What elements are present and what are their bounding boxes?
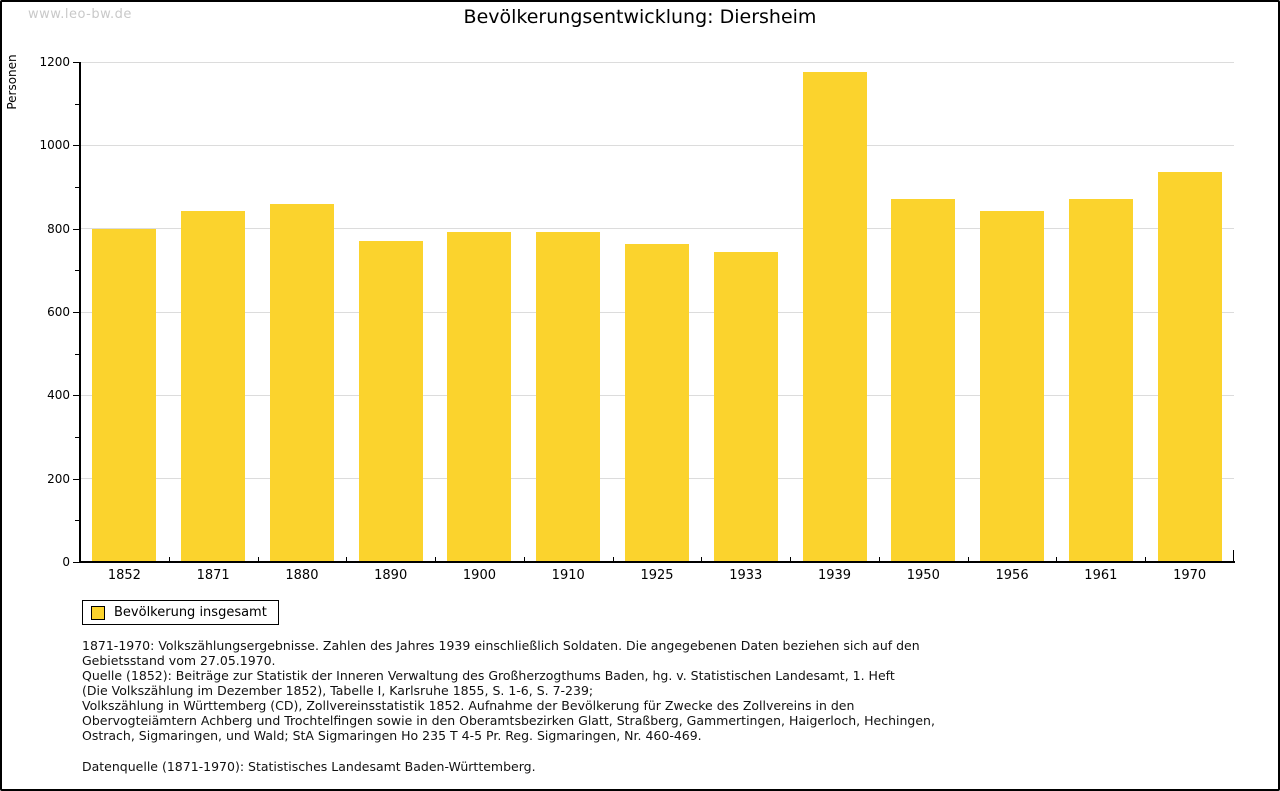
y-major-tick-800 (73, 228, 80, 230)
x-tick-label-1871: 1871 (196, 568, 230, 583)
x-boundary-tick-1 (168, 557, 170, 562)
x-tick-label-1939: 1939 (817, 568, 852, 583)
legend-swatch-icon (91, 605, 105, 620)
bar-1970 (1157, 172, 1222, 562)
x-boundary-tick-11 (1056, 557, 1058, 562)
x-axis-line (79, 561, 1235, 563)
y-major-tick-0 (73, 562, 80, 563)
bar-1925 (625, 244, 689, 562)
x-tick-label-1970: 1970 (1173, 568, 1207, 583)
gridline-1200 (80, 61, 1234, 63)
y-minor-tick-900 (75, 187, 80, 188)
x-boundary-tick-5 (523, 557, 525, 562)
legend-box: Bevölkerung insgesamt (82, 600, 279, 625)
watermark-text: www.leo-bw.de (28, 7, 132, 22)
y-minor-tick-300 (75, 437, 80, 438)
y-axis-line (79, 62, 81, 563)
gridline-1000 (80, 144, 1234, 146)
x-tick-label-1956: 1956 (995, 568, 1029, 583)
x-tick-label-1910: 1910 (551, 568, 585, 583)
legend-label: Bevölkerung insgesamt (114, 605, 267, 620)
y-major-tick-600 (73, 312, 80, 313)
x-tick-label-1925: 1925 (640, 568, 674, 583)
x-boundary-tick-3 (346, 557, 348, 562)
footnote-line-6: Obervogteiämtern Achberg und Trochtelfin… (82, 713, 935, 728)
footnote-line-1: 1871-1970: Volkszählungsergebnisse. Zahl… (82, 638, 920, 653)
y-major-tick-200 (73, 478, 80, 480)
y-major-tick-1200 (73, 62, 80, 63)
x-boundary-tick-12 (1145, 557, 1147, 562)
bar-1961 (1068, 198, 1133, 562)
x-tick-label-1961: 1961 (1084, 568, 1118, 583)
x-boundary-tick-4 (435, 557, 437, 562)
footnote-line-7: Ostrach, Sigmaringen, und Wald; StA Sigm… (82, 728, 702, 743)
y-major-tick-1000 (73, 145, 80, 147)
bar-1900 (447, 231, 512, 562)
y-tick-label-0: 0 (62, 555, 70, 569)
bar-1852 (92, 228, 157, 562)
y-tick-label-600: 600 (47, 305, 70, 319)
x-tick-label-1890: 1890 (374, 568, 408, 583)
x-boundary-tick-6 (612, 557, 614, 562)
y-minor-tick-500 (75, 353, 80, 355)
footnote-line-3: Quelle (1852): Beiträge zur Statistik de… (82, 668, 895, 683)
x-boundary-tick-9 (878, 557, 880, 562)
y-major-tick-400 (73, 395, 80, 397)
x-boundary-tick-10 (967, 557, 969, 562)
bar-1950 (891, 198, 956, 562)
y-minor-tick-100 (75, 520, 80, 522)
footnote-line-4: (Die Volkszählung im Dezember 1852), Tab… (82, 683, 594, 698)
footnote-line-2: Gebietsstand vom 27.05.1970. (82, 653, 276, 668)
x-tick-label-1933: 1933 (729, 568, 763, 583)
y-tick-label-200: 200 (47, 471, 70, 486)
bar-1956 (980, 210, 1045, 562)
bar-1880 (269, 203, 334, 562)
bar-1933 (713, 252, 778, 562)
y-tick-label-1200: 1200 (39, 55, 70, 69)
x-axis-end-tick (1233, 550, 1234, 562)
x-boundary-tick-7 (701, 557, 703, 562)
y-tick-label-800: 800 (47, 221, 70, 236)
x-tick-label-1900: 1900 (462, 568, 496, 583)
y-tick-label-1000: 1000 (39, 138, 70, 153)
x-tick-label-1852: 1852 (107, 568, 141, 583)
y-tick-label-400: 400 (47, 388, 70, 403)
source-notes: 1871-1970: Volkszählungsergebnisse. Zahl… (82, 638, 1212, 743)
footnotes-block: 1871-1970: Volkszählungsergebnisse. Zahl… (82, 638, 1212, 774)
bar-1890 (358, 241, 423, 562)
x-tick-label-1950: 1950 (906, 568, 940, 583)
chart-title: Bevölkerungsentwicklung: Diersheim (463, 6, 817, 28)
bar-1871 (181, 210, 246, 562)
x-boundary-tick-8 (790, 557, 792, 562)
gridline-800 (80, 228, 1234, 230)
bar-1910 (536, 231, 601, 562)
x-tick-label-1880: 1880 (285, 568, 319, 583)
bar-1939 (802, 72, 867, 562)
datasource-line: Datenquelle (1871-1970): Statistisches L… (82, 759, 536, 774)
y-minor-tick-700 (75, 270, 80, 272)
footnote-line-5: Volkszählung in Württemberg (CD), Zollve… (82, 698, 855, 713)
x-boundary-tick-2 (257, 557, 259, 562)
y-minor-tick-1100 (75, 103, 80, 105)
